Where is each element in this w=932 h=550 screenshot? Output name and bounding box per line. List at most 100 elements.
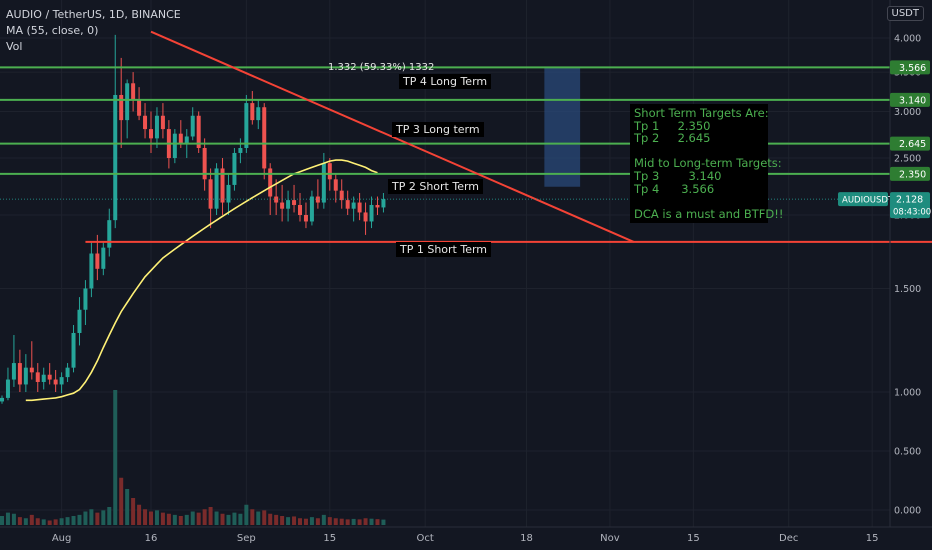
volume-bar bbox=[178, 516, 183, 525]
candle-body bbox=[256, 107, 261, 121]
price-tick-label: 0.500 bbox=[894, 447, 921, 458]
volume-bar bbox=[232, 512, 237, 525]
candle-body bbox=[226, 184, 231, 203]
target-price-badge-text: 3.140 bbox=[899, 95, 926, 106]
tp3-label: TP 3 Long term bbox=[392, 122, 484, 137]
candle-body bbox=[357, 202, 362, 213]
candle-body bbox=[363, 212, 368, 222]
symbol-badge bbox=[838, 192, 888, 207]
candle-body bbox=[292, 200, 297, 205]
volume-bar bbox=[95, 512, 100, 525]
tp2-label: TP 2 Short Term bbox=[388, 179, 484, 194]
volume-bar bbox=[286, 517, 291, 525]
candle-body bbox=[220, 168, 225, 203]
candle-body bbox=[89, 253, 94, 289]
volume-bar bbox=[160, 512, 165, 525]
volume-bar bbox=[154, 510, 159, 525]
candle-body bbox=[107, 220, 112, 248]
candle-body bbox=[303, 215, 308, 222]
candle-body bbox=[351, 202, 356, 209]
volume-bar bbox=[369, 518, 374, 525]
volume-bar bbox=[131, 498, 136, 525]
volume-bars bbox=[0, 390, 386, 525]
time-axis[interactable]: Aug16Sep15Oct18Nov15Dec15202217Feb15Mar bbox=[52, 533, 932, 544]
candle-body bbox=[321, 163, 326, 203]
volume-bar bbox=[333, 518, 338, 525]
volume-bar bbox=[101, 510, 106, 525]
candle-body bbox=[375, 204, 380, 208]
volume-bar bbox=[208, 507, 213, 525]
volume-bar bbox=[149, 511, 153, 525]
candle-body bbox=[0, 397, 4, 402]
volume-bar bbox=[190, 511, 195, 525]
time-tick-label: 15 bbox=[866, 533, 879, 544]
candle-body bbox=[280, 202, 285, 209]
volume-bar bbox=[65, 517, 70, 525]
ma-line bbox=[25, 159, 378, 402]
note-line: Tp 4 3.566 bbox=[634, 181, 715, 196]
candle-body bbox=[184, 136, 189, 144]
last-price-value: 2.128 bbox=[896, 195, 923, 206]
volume-bar bbox=[77, 514, 82, 525]
candle-body bbox=[250, 103, 255, 121]
symbol-title[interactable]: AUDIO / TetherUS, 1D, BINANCE bbox=[6, 8, 181, 21]
target-price-badge-text: 2.645 bbox=[899, 139, 926, 150]
volume-bar bbox=[113, 390, 118, 525]
candle-body bbox=[196, 115, 201, 149]
price-tick-label: 2.500 bbox=[894, 154, 921, 165]
volume-bar bbox=[298, 518, 302, 525]
volume-bar bbox=[202, 509, 207, 525]
candle-body bbox=[190, 115, 195, 137]
volume-bar bbox=[262, 510, 267, 525]
volume-bar bbox=[89, 509, 94, 525]
candle-body bbox=[137, 99, 142, 116]
candle-body bbox=[309, 196, 314, 222]
volume-bar bbox=[125, 489, 130, 525]
tp1-label: TP 1 Short Term bbox=[396, 242, 492, 257]
note-line bbox=[634, 195, 764, 208]
candle-body bbox=[214, 168, 219, 209]
currency-button[interactable]: USDT bbox=[886, 6, 924, 21]
price-tick-label: 4.000 bbox=[894, 34, 921, 45]
candle-body bbox=[286, 200, 291, 209]
candle-body bbox=[17, 363, 22, 385]
candle-body bbox=[23, 367, 28, 385]
candle-body bbox=[119, 94, 124, 121]
candle-body bbox=[172, 133, 177, 159]
note-line: Short Term Targets Are: bbox=[634, 106, 769, 120]
volume-bar bbox=[327, 517, 332, 525]
volume-bar bbox=[250, 509, 255, 525]
volume-bar bbox=[119, 477, 124, 525]
time-tick-label: Oct bbox=[417, 533, 434, 544]
volume-bar bbox=[351, 518, 356, 525]
time-tick-label: Dec bbox=[779, 533, 798, 544]
note-line: Tp 2 2.645 bbox=[634, 131, 711, 146]
volume-bar bbox=[196, 512, 201, 525]
volume-indicator-label[interactable]: Vol bbox=[6, 40, 23, 53]
projection-rect bbox=[544, 67, 581, 187]
volume-bar bbox=[357, 519, 362, 525]
candle-body bbox=[131, 83, 136, 100]
volume-bar bbox=[23, 518, 28, 525]
time-tick-label: 16 bbox=[145, 533, 158, 544]
grid bbox=[0, 0, 890, 527]
volume-bar bbox=[214, 511, 219, 525]
candle-body bbox=[143, 115, 148, 130]
candle-body bbox=[327, 163, 332, 180]
volume-bar bbox=[5, 512, 10, 525]
time-tick-label: 15 bbox=[687, 533, 700, 544]
volume-bar bbox=[256, 511, 261, 525]
candle-body bbox=[95, 253, 100, 269]
candle-body bbox=[71, 332, 76, 368]
candle-body bbox=[315, 196, 320, 203]
note-line: Tp 1 2.350 bbox=[634, 118, 711, 133]
volume-bar bbox=[280, 516, 285, 525]
countdown-value: 08:43:00 bbox=[893, 208, 931, 218]
candle-body bbox=[345, 200, 350, 209]
candle-body bbox=[238, 148, 243, 153]
candle-body bbox=[47, 374, 52, 380]
candle-body bbox=[101, 247, 106, 269]
ma-indicator-label[interactable]: MA (55, close, 0) bbox=[6, 24, 99, 37]
